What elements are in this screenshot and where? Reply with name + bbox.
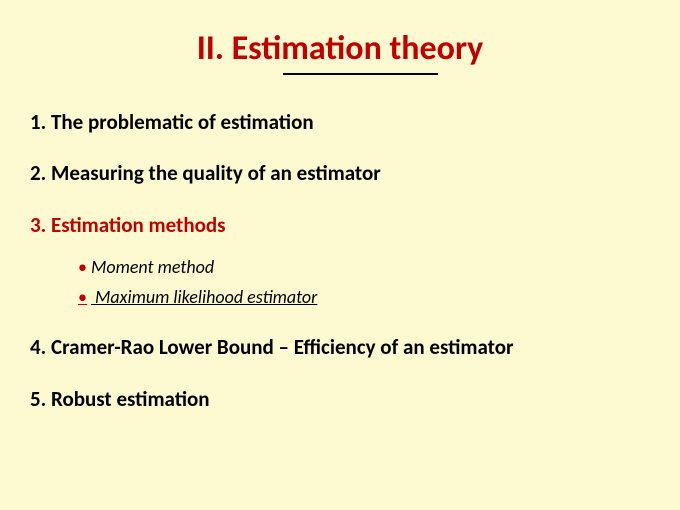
sub-item-list: •Moment method• Maximum likelihood estim… [78,253,650,312]
sub-item: •Moment method [78,253,650,283]
sub-item: • Maximum likelihood estimator [78,283,650,313]
bullet-icon: • [78,286,87,308]
outline-item: 3. Estimation methods [30,212,650,239]
outline-item: 1. The problematic of estimation [30,109,650,136]
sub-item-label: Maximum likelihood estimator [91,286,317,308]
slide-title: II. Estimation theory [30,28,650,69]
outline-item: 2. Measuring the quality of an estimator [30,160,650,187]
sub-item-label: Moment method [91,256,214,278]
outline-item: 5. Robust estimation [30,386,650,413]
outline-list: 1. The problematic of estimation 2. Measu… [30,109,650,413]
title-underline [283,73,438,75]
bullet-icon: • [78,256,87,278]
outline-item: 4. Cramer-Rao Lower Bound – Efficiency o… [30,334,650,361]
